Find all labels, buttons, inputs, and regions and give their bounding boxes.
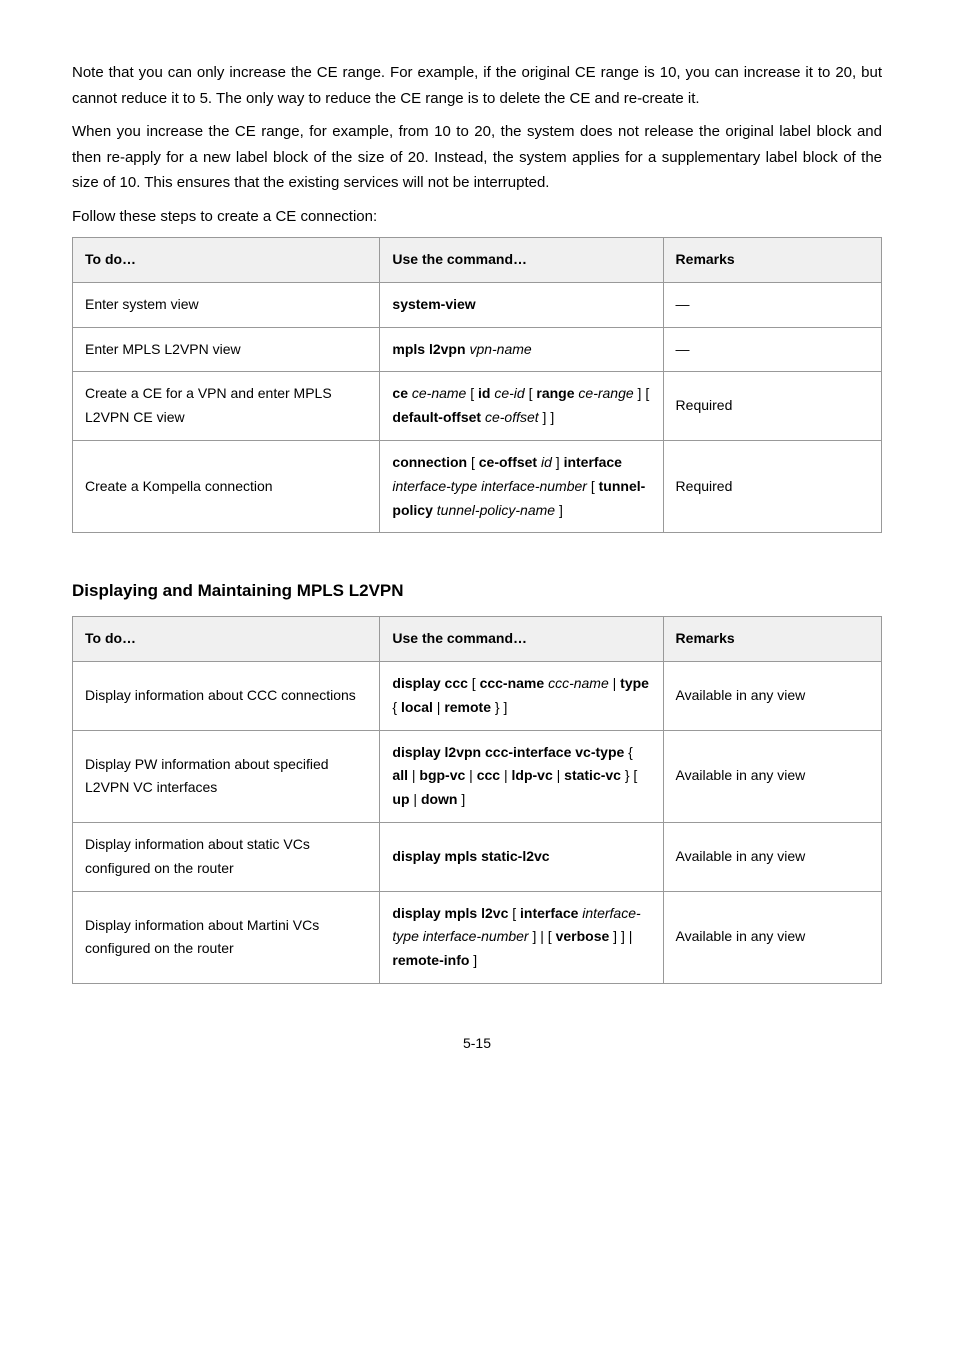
section-displaying-heading: Displaying and Maintaining MPLS L2VPN <box>72 577 882 606</box>
t2-h2: Use the command… <box>380 617 663 662</box>
cell-todo: Create a Kompella connection <box>73 440 380 532</box>
cell-todo: Enter MPLS L2VPN view <box>73 327 380 372</box>
table-ce-connection: To do… Use the command… Remarks Enter sy… <box>72 237 882 533</box>
intro-para-1: Note that you can only increase the CE r… <box>72 60 882 111</box>
table-row: Create a Kompella connectionconnection [… <box>73 440 882 532</box>
cell-todo: Enter system view <box>73 282 380 327</box>
table-row: Display information about static VCs con… <box>73 823 882 892</box>
cell-remarks: — <box>663 282 881 327</box>
cell-remarks: Available in any view <box>663 662 881 731</box>
table-row: Enter system viewsystem-view— <box>73 282 882 327</box>
cell-todo: Create a CE for a VPN and enter MPLS L2V… <box>73 372 380 441</box>
cell-todo: Display information about Martini VCs co… <box>73 891 380 983</box>
cell-command: ce ce-name [ id ce-id [ range ce-range ]… <box>380 372 663 441</box>
intro-para-3: Follow these steps to create a CE connec… <box>72 204 882 230</box>
t2-body: Display information about CCC connection… <box>73 662 882 984</box>
cell-todo: Display PW information about specified L… <box>73 730 380 822</box>
intro-para-2: When you increase the CE range, for exam… <box>72 119 882 196</box>
table-row: Display information about Martini VCs co… <box>73 891 882 983</box>
cell-remarks: Required <box>663 440 881 532</box>
table-displaying: To do… Use the command… Remarks Display … <box>72 616 882 984</box>
cell-todo: Display information about static VCs con… <box>73 823 380 892</box>
t1-body: Enter system viewsystem-view—Enter MPLS … <box>73 282 882 533</box>
cell-remarks: Available in any view <box>663 891 881 983</box>
cell-command: system-view <box>380 282 663 327</box>
table-row: Display PW information about specified L… <box>73 730 882 822</box>
cell-command: display l2vpn ccc-interface vc-type { al… <box>380 730 663 822</box>
cell-command: connection [ ce-offset id ] interface in… <box>380 440 663 532</box>
page-footer: 5-15 <box>72 1032 882 1056</box>
cell-remarks: Available in any view <box>663 730 881 822</box>
cell-command: display mpls l2vc [ interface interface-… <box>380 891 663 983</box>
cell-command: mpls l2vpn vpn-name <box>380 327 663 372</box>
cell-todo: Display information about CCC connection… <box>73 662 380 731</box>
t1-h2: Use the command… <box>380 238 663 283</box>
table-row: Create a CE for a VPN and enter MPLS L2V… <box>73 372 882 441</box>
table-row: Enter MPLS L2VPN viewmpls l2vpn vpn-name… <box>73 327 882 372</box>
t1-h1: To do… <box>73 238 380 283</box>
cell-remarks: Available in any view <box>663 823 881 892</box>
t1-h3: Remarks <box>663 238 881 283</box>
cell-command: display mpls static-l2vc <box>380 823 663 892</box>
cell-remarks: Required <box>663 372 881 441</box>
cell-remarks: — <box>663 327 881 372</box>
cell-command: display ccc [ ccc-name ccc-name | type {… <box>380 662 663 731</box>
table-row: Display information about CCC connection… <box>73 662 882 731</box>
t2-h1: To do… <box>73 617 380 662</box>
t2-h3: Remarks <box>663 617 881 662</box>
